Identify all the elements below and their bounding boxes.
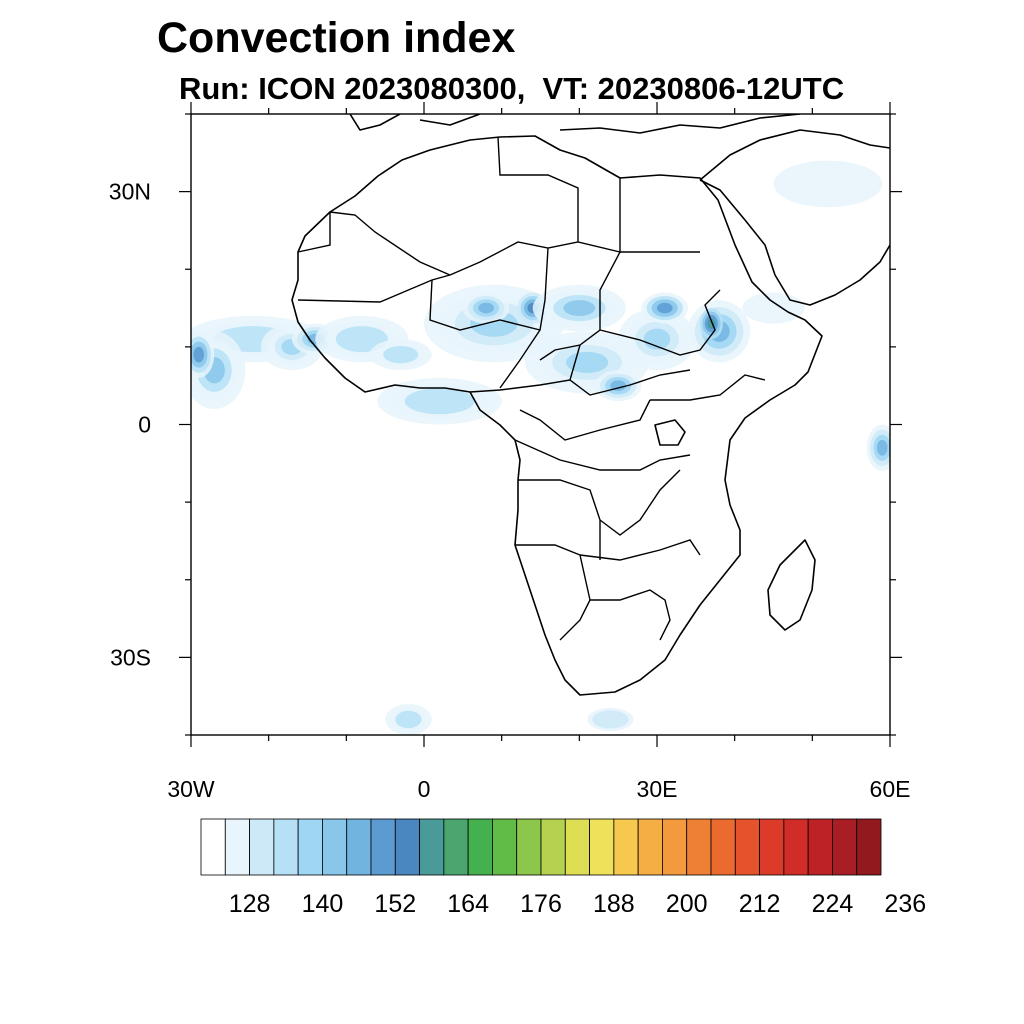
colorbar-label: 164 [447,890,489,918]
convection-cell-18 [876,439,888,456]
colorbar-swatch [297,818,323,876]
colorbar-swatch [759,818,785,876]
colorbar-swatch [710,818,736,876]
colorbar-swatch [832,818,858,876]
x-tick-label: 30W [167,776,215,802]
convection-cell-5 [335,326,388,353]
convection-cell-8 [478,302,495,314]
colorbar-swatch [394,818,420,876]
colorbar-label: 212 [739,890,781,918]
axis-ticks [179,102,902,747]
convection-cell-19 [395,710,422,729]
madagascar-coastline [767,539,816,631]
colorbar-swatch [686,818,712,876]
convection-cell-22 [742,292,805,324]
colorbar-swatch [200,818,226,876]
convection-cell-6 [383,345,419,364]
colorbar-label: 140 [302,890,344,918]
map-subtitle: Run: ICON 2023080300, VT: 20230806-12UTC [179,71,845,106]
arabia-coastline [699,129,890,306]
x-tick-label: 60E [870,776,911,802]
colorbar-swatch [637,818,663,876]
convection-field-layer [191,160,890,735]
convection-cell-20 [592,710,629,729]
colorbar-swatch [419,818,445,876]
colorbar-swatch [613,818,639,876]
colorbar-swatch [856,818,882,876]
colorbar: 128 140 152 164 176 188 200 212 224 236 [200,818,926,918]
colorbar-swatch [589,818,615,876]
x-tick-label: 0 [418,776,431,802]
convection-cell-10 [563,300,596,316]
colorbar-label: 236 [884,890,926,918]
coastline-layer [291,114,890,696]
colorbar-swatch [443,818,469,876]
colorbar-swatch [662,818,688,876]
map-frame [190,113,891,736]
colorbar-swatch [783,818,809,876]
colorbar-swatch [322,818,348,876]
colorbar-swatch [734,818,760,876]
country-borders [297,136,766,641]
europe-coastline [349,114,801,134]
axis-tick-labels: 30W 0 30E 60E 30N 0 30S [109,179,911,802]
convection-cell-21 [773,160,883,208]
colorbar-label: 200 [666,890,708,918]
colorbar-swatch [516,818,542,876]
colorbar-swatch [807,818,833,876]
convection-cell-14 [656,302,673,314]
map-title: Convection index [157,14,516,62]
y-tick-label: 30N [109,179,151,205]
colorbar-swatch [467,818,493,876]
colorbar-swatch [540,818,566,876]
colorbar-label: 188 [593,890,635,918]
y-tick-label: 0 [138,412,151,438]
border-lines [297,136,766,641]
colorbar-label: 128 [229,890,271,918]
colorbar-swatch [224,818,250,876]
convection-cell-2 [193,346,205,363]
colorbar-swatch [249,818,275,876]
colorbar-label: 224 [812,890,854,918]
africa-coastline [291,135,823,696]
y-tick-label: 30S [110,644,151,670]
colorbar-swatch [370,818,396,876]
colorbar-label: 176 [520,890,562,918]
colorbar-swatch [346,818,372,876]
colorbar-label: 152 [374,890,416,918]
x-tick-label: 30E [637,776,678,802]
lake-victoria [654,419,686,446]
colorbar-swatch [273,818,299,876]
colorbar-swatch [492,818,518,876]
colorbar-swatch [564,818,590,876]
convection-cell-17 [404,388,475,415]
